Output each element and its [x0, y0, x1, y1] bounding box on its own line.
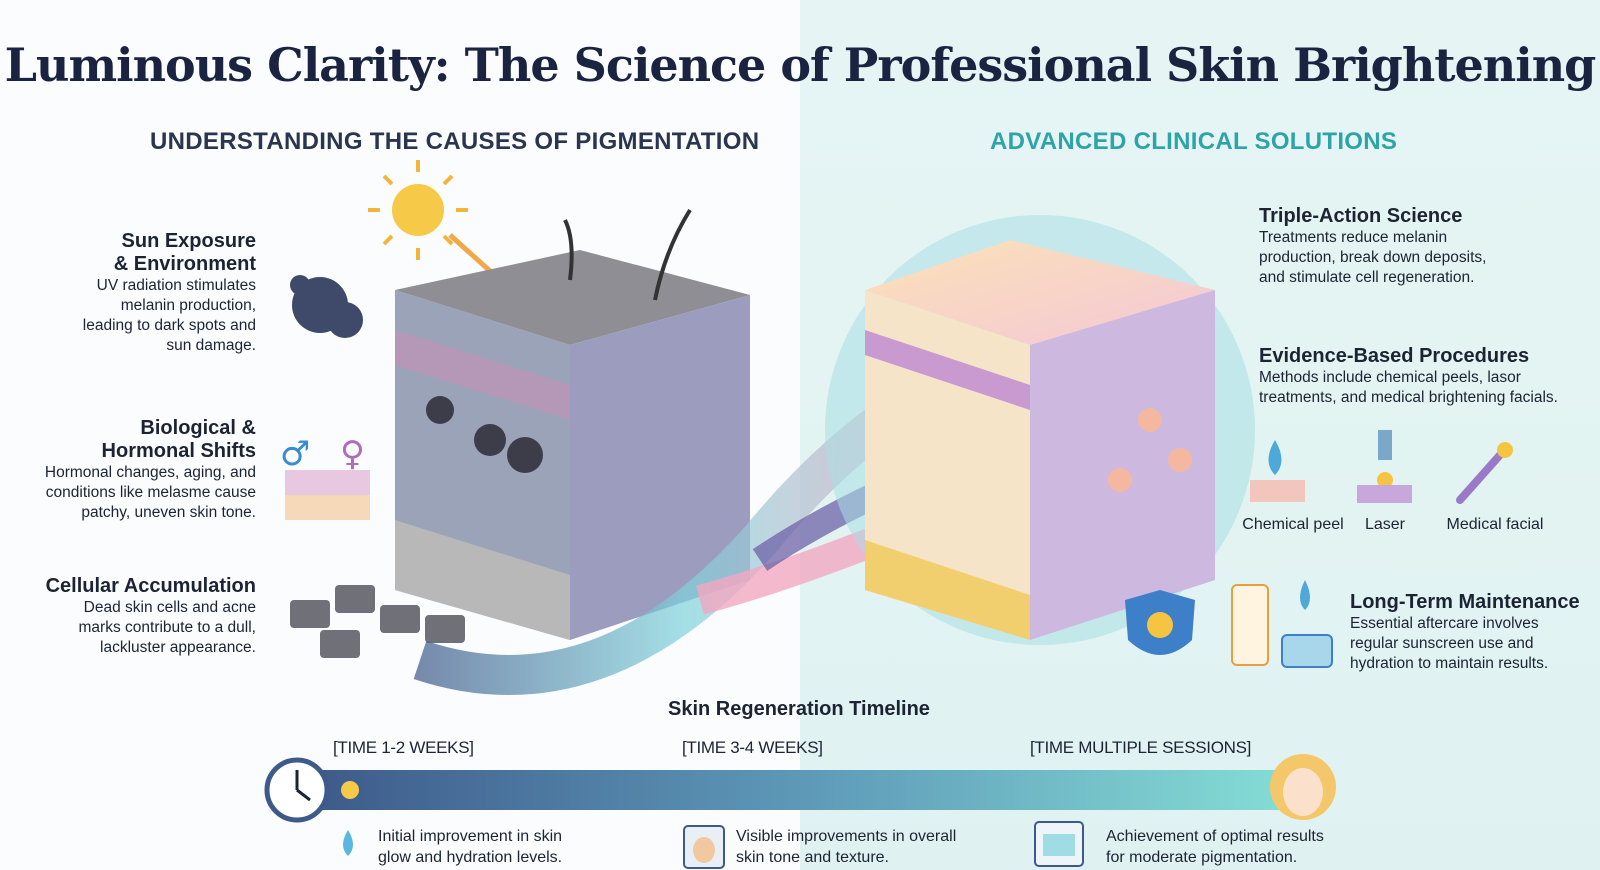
- solution-text: Essential aftercare involves: [1350, 615, 1539, 632]
- solution-text: Treatments reduce melanin: [1259, 229, 1448, 246]
- timeline-stage-3-label: [TIME MULTIPLE SESSIONS]: [1030, 738, 1252, 757]
- stage-text: skin tone and texture.: [736, 849, 889, 866]
- timeline-bar: [310, 770, 1310, 810]
- cause-title: Cellular Accumulation: [45, 575, 256, 597]
- calendar-face-icon: [683, 825, 725, 869]
- right-heading: ADVANCED CLINICAL SOLUTIONS: [990, 128, 1398, 155]
- solution-text: Methods include chemical peels, lasor: [1259, 369, 1521, 386]
- cause-sun-exposure: Sun Exposure & Environment UV radiation …: [0, 230, 256, 356]
- solution-text: hydration to maintain results.: [1350, 655, 1549, 672]
- timeline-stage-1-label: [TIME 1-2 WEEKS]: [333, 738, 474, 757]
- cause-text: leading to dark spots and: [82, 317, 256, 334]
- timeline-stage-1-text: Initial improvement in skin glow and hyd…: [378, 826, 562, 868]
- solution-title: Evidence-Based Procedures: [1259, 345, 1530, 367]
- cause-text: melanin production,: [120, 297, 256, 314]
- sun-icon: [368, 160, 468, 260]
- chemical-peel-icon: [1250, 440, 1305, 502]
- cause-title: Sun Exposure: [121, 230, 256, 252]
- solution-text: production, break down deposits,: [1259, 249, 1487, 266]
- cause-cellular: Cellular Accumulation Dead skin cells an…: [0, 575, 256, 658]
- solution-text: and stimulate cell regeneration.: [1259, 269, 1475, 286]
- timeline-stage-2-text: Visible improvements in overall skin ton…: [736, 826, 956, 868]
- healthy-skin-cube: [865, 240, 1215, 640]
- cause-text: patchy, uneven skin tone.: [81, 504, 256, 521]
- cause-text: Hormonal changes, aging, and: [44, 464, 256, 481]
- cause-title: Biological &: [140, 417, 256, 439]
- solution-text: regular sunscreen use and: [1350, 635, 1534, 652]
- solution-title: Long-Term Maintenance: [1350, 591, 1580, 613]
- stage-text: glow and hydration levels.: [378, 849, 563, 866]
- calendar-icon: [1034, 821, 1084, 867]
- procedure-label-laser: Laser: [1364, 516, 1406, 533]
- timeline-stage-2-label: [TIME 3-4 WEEKS]: [682, 738, 823, 757]
- page-title: Luminous Clarity: The Science of Profess…: [4, 38, 1597, 92]
- procedure-label-chemical-peel: Chemical peel: [1242, 516, 1344, 533]
- procedure-label-medical-facial: Medical facial: [1446, 516, 1544, 533]
- stage-text: Initial improvement in skin: [378, 828, 563, 845]
- moisturizer-jar-icon: [1281, 580, 1333, 668]
- laser-icon: [1357, 430, 1412, 503]
- timeline-stage-3-text: Achievement of optimal results for moder…: [1106, 826, 1324, 868]
- cause-text: Dead skin cells and acne: [83, 599, 256, 616]
- cause-text: marks contribute to a dull,: [78, 619, 256, 636]
- hormone-symbols-icon: ♂ ♀: [280, 434, 370, 520]
- solution-text: treatments, and medical brightening faci…: [1259, 389, 1558, 406]
- svg-text:♀: ♀: [340, 434, 365, 474]
- stage-text: for moderate pigmentation.: [1106, 849, 1298, 866]
- cause-text: sun damage.: [166, 337, 256, 354]
- clock-icon: [264, 757, 330, 823]
- cause-text: lackluster appearance.: [100, 639, 256, 656]
- medical-facial-icon: [1456, 442, 1513, 504]
- water-drop-icon: [343, 830, 353, 856]
- solution-maintenance: Long-Term Maintenance Essential aftercar…: [1350, 590, 1580, 674]
- dead-skin-cells-icon: [290, 585, 465, 658]
- stage-text: Visible improvements in overall: [736, 828, 957, 845]
- cause-text: conditions like melasme cause: [45, 484, 256, 501]
- sunscreen-tube-icon: [1231, 584, 1269, 666]
- cause-hormonal: Biological & Hormonal Shifts Hormonal ch…: [0, 417, 256, 523]
- cause-text: UV radiation stimulates: [96, 277, 256, 294]
- timeline-sun-icon: [341, 781, 359, 799]
- solution-triple-action: Triple-Action Science Treatments reduce …: [1259, 204, 1486, 288]
- solution-procedures: Evidence-Based Procedures Methods includ…: [1259, 344, 1558, 408]
- pigment-particles-icon: [290, 275, 363, 338]
- face-icon: [1270, 754, 1336, 820]
- solution-title: Triple-Action Science: [1259, 205, 1463, 227]
- cause-title: Hormonal Shifts: [101, 440, 256, 462]
- sunscreen-shield-icon: [1125, 590, 1195, 655]
- damaged-skin-cube: [395, 208, 750, 640]
- left-heading: UNDERSTANDING THE CAUSES OF PIGMENTATION: [150, 128, 760, 155]
- timeline-title: Skin Regeneration Timeline: [668, 698, 930, 720]
- stage-text: Achievement of optimal results: [1106, 828, 1324, 845]
- cause-title: & Environment: [113, 253, 256, 275]
- svg-text:♂: ♂: [280, 434, 310, 474]
